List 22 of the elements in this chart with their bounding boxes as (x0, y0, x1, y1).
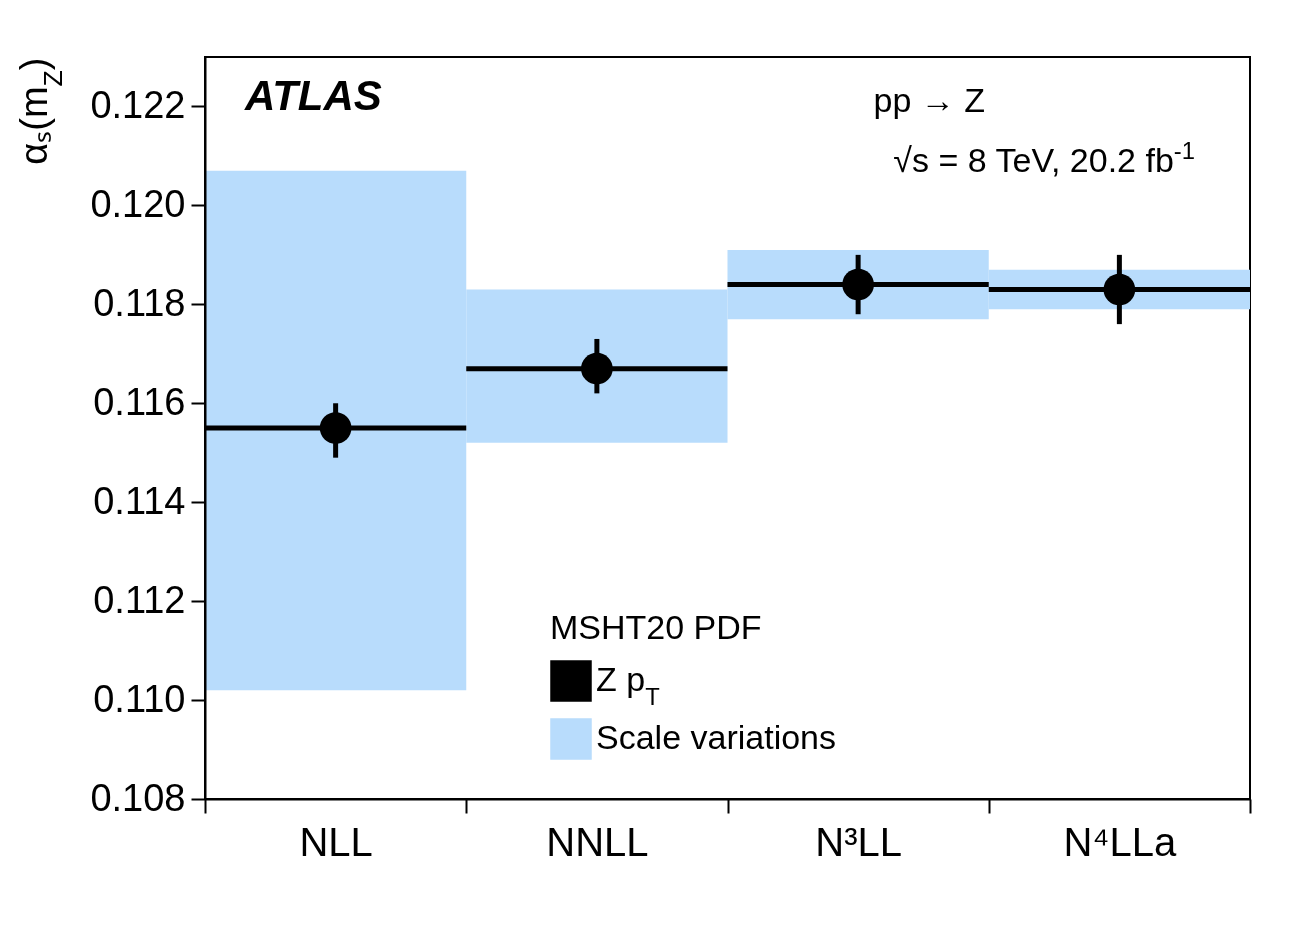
y-tick-label: 0.122 (90, 83, 186, 126)
y-tick-label: 0.116 (93, 380, 186, 423)
y-tick-label: 0.110 (93, 677, 186, 720)
y-tick-label: 0.112 (93, 578, 186, 621)
legend-label: Z p$_{T}$ (596, 660, 660, 710)
annotation: ATLAS (244, 72, 382, 119)
x-tick-label: N⁴LLa (1063, 819, 1178, 864)
point (581, 352, 613, 385)
y-tick-label: 0.108 (90, 776, 186, 819)
x-tick-label: NLL (299, 819, 373, 864)
y-tick-label: 0.118 (93, 281, 186, 324)
x-tick-label: N³LL (815, 819, 902, 864)
legend-title: MSHT20 PDF (550, 608, 762, 646)
annotation: pp → Z (873, 81, 985, 119)
x-tick-label: NNLL (546, 819, 649, 864)
annotation: √s = 8 TeV, 20.2 fb$^{-1}$ (893, 136, 1195, 179)
point (842, 268, 874, 301)
point (319, 412, 352, 444)
y-tick-label: 0.120 (90, 182, 186, 225)
y-tick-label: 0.114 (93, 479, 186, 522)
point (1103, 273, 1136, 306)
legend-label: Scale variations (596, 718, 837, 756)
